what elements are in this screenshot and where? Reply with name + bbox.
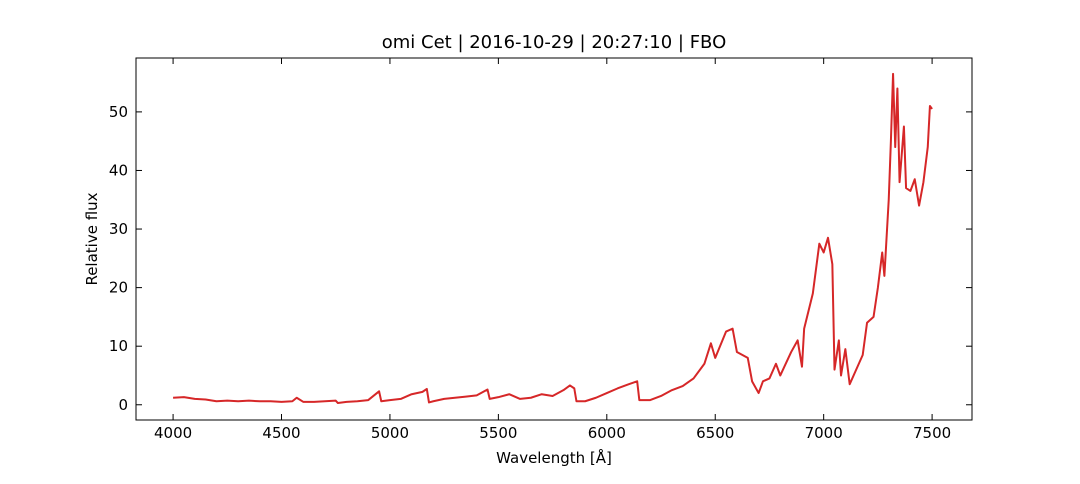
- spectrum-line: [173, 72, 933, 405]
- plot-frame: [135, 57, 973, 421]
- chart-title: omi Cet | 2016-10-29 | 20:27:10 | FBO: [382, 32, 727, 53]
- x-tick-label: 7000: [805, 424, 843, 442]
- y-tick-label: 40: [109, 161, 128, 179]
- x-tick-label: 5500: [479, 424, 517, 442]
- y-tick-label: 20: [109, 279, 128, 297]
- x-tick-label: 6000: [588, 424, 626, 442]
- x-tick-label: 7500: [913, 424, 951, 442]
- y-axis-label: Relative flux: [83, 192, 101, 285]
- y-tick-label: 50: [109, 103, 128, 121]
- x-tick-label: 4500: [262, 424, 300, 442]
- x-tick-label: 6500: [696, 424, 734, 442]
- y-tick-label: 0: [118, 396, 128, 414]
- y-tick-label: 30: [109, 220, 128, 238]
- x-tick-label: 4000: [154, 424, 192, 442]
- y-tick-label: 10: [109, 337, 128, 355]
- x-axis-label: Wavelength [Å]: [496, 448, 612, 467]
- x-tick-label: 5000: [371, 424, 409, 442]
